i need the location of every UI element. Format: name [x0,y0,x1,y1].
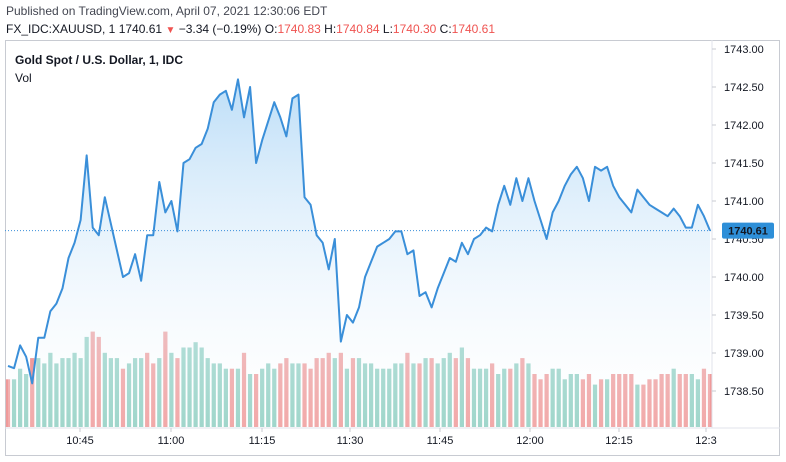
last-price-value: 1740.61 [118,22,163,36]
last-price-badge: 1740.61 [722,222,774,239]
down-triangle-icon: ▼ [165,25,176,36]
time-tick-label: 11:15 [249,435,276,447]
time-tick-label: 11:45 [427,435,454,447]
price-tick-label: 1742.00 [724,120,764,132]
price-tick-label: 1741.00 [724,196,764,208]
price-tick-label: 1742.50 [724,82,764,94]
time-tick-label: 12:15 [605,435,633,447]
price-tick-label: 1738.50 [724,386,764,398]
time-tick-label: 11:00 [158,435,185,447]
close-value: 1740.61 [451,22,496,36]
close-label: C: [439,22,452,36]
last-price-badge-bg [722,222,774,239]
high-label: H: [324,22,337,36]
price-tick-label: 1739.00 [724,348,764,360]
symbol-label: FX_IDC:XAUUSD, 1 [6,22,116,36]
price-line [7,78,711,385]
chart-frame [5,40,780,456]
low-label: L: [382,22,393,36]
change-value: −3.34 (−0.19%) [178,22,262,36]
open-label: O: [264,22,278,36]
symbol-quote-line: FX_IDC:XAUUSD, 1 1740.61 ▼ −3.34 (−0.19%… [6,22,495,36]
time-tick-label: 12:00 [516,435,544,447]
low-value: 1740.30 [392,22,437,36]
last-price-badge-label: 1740.61 [728,226,768,238]
price-area-fill [8,79,710,428]
time-tick-label: 11:30 [337,435,364,447]
legend-volume: Vol [15,71,32,85]
price-tick-label: 1739.50 [724,310,764,322]
price-tick-label: 1740.00 [724,272,764,284]
time-axis[interactable]: 10:45 11:00 11:15 11:30 11:45 12:00 12:15 12:3 [66,428,717,447]
high-value: 1740.84 [336,22,380,36]
price-tick-label: 1743.00 [724,44,764,56]
price-axis[interactable]: 1743.00 1742.50 1742.00 1741.50 1741.00 1740.… [712,44,764,398]
price-tick-label: 1741.50 [724,158,764,170]
open-value: 1740.83 [277,22,321,36]
legend-title: Gold Spot / U.S. Dollar, 1, IDC [15,53,184,67]
time-tick-label: 12:3 [695,435,716,447]
time-tick-label: 10:45 [66,435,94,447]
published-caption: Published on TradingView.com, April 07, … [6,4,328,18]
